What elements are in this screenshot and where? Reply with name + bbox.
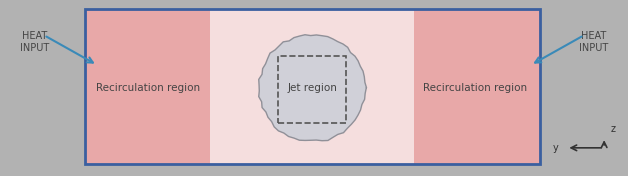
Bar [85,9,210,164]
Text: HEAT
INPUT: HEAT INPUT [20,32,49,53]
Bar [85,9,540,164]
Bar [278,56,346,123]
Polygon shape [259,35,367,141]
Text: Recirculation region: Recirculation region [95,83,200,93]
Bar [414,9,540,164]
Text: Jet region: Jet region [287,83,337,93]
Text: Recirculation region: Recirculation region [423,83,528,93]
Bar [210,9,414,164]
Bar [85,9,540,164]
Text: HEAT
INPUT: HEAT INPUT [579,32,608,53]
Text: z: z [611,124,616,134]
Text: y: y [552,143,558,153]
